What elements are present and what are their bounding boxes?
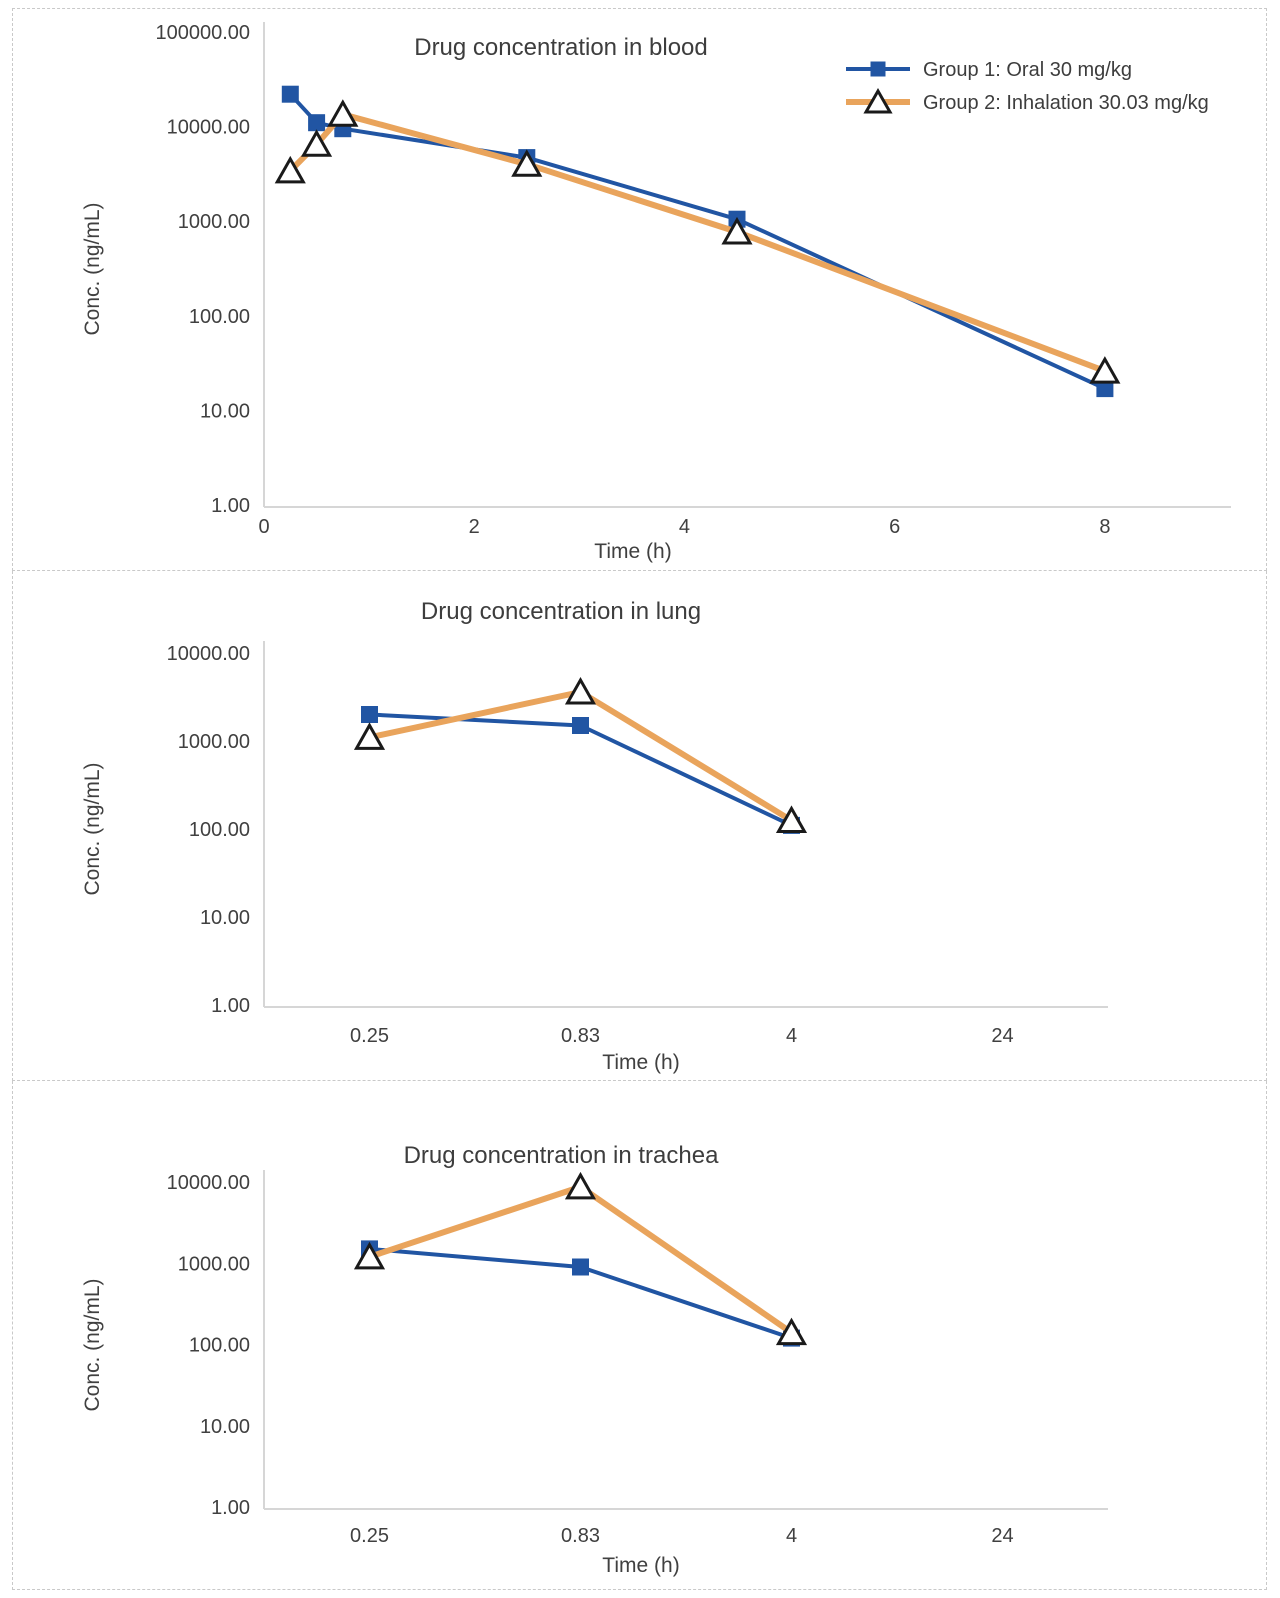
square-marker <box>870 61 886 77</box>
y-tick-label: 1000.00 <box>178 731 250 753</box>
triangle-marker <box>511 149 543 177</box>
x-tick-label: 4 <box>679 516 690 538</box>
x-tick-label: 0.83 <box>561 1025 600 1047</box>
y-tick-label: 100.00 <box>189 1335 250 1357</box>
y-tick-label: 1.00 <box>211 995 250 1017</box>
triangle-marker <box>353 1241 386 1270</box>
chart-title: Drug concentration in blood <box>414 34 708 61</box>
lung-concentration-chart: 10000.00 1000.00 100.00 10.00 1.00 0.25 0.83 4 2… <box>81 598 1108 1074</box>
triangle-marker <box>721 216 753 245</box>
x-tick-label: 0 <box>258 516 269 538</box>
y-axis-label: Conc. (ng/mL) <box>81 1278 104 1411</box>
group1-line <box>288 92 1106 391</box>
y-tick-label: 1000.00 <box>178 1253 250 1275</box>
triangle-marker <box>863 87 893 114</box>
x-tick-label: 2 <box>469 516 480 538</box>
x-tick-label: 24 <box>991 1025 1013 1047</box>
y-tick-label: 100.00 <box>189 306 250 328</box>
square-marker <box>1096 380 1114 398</box>
triangle-marker <box>1089 356 1121 384</box>
square-marker <box>361 706 378 723</box>
y-tick-label: 10.00 <box>200 1416 250 1438</box>
square-marker <box>572 717 589 734</box>
y-tick-label: 1.00 <box>211 1497 250 1519</box>
y-tick-label: 100000.00 <box>155 22 250 44</box>
y-tick-label: 100.00 <box>189 819 250 841</box>
triangle-marker <box>775 805 808 833</box>
y-tick-label: 1000.00 <box>178 211 250 233</box>
y-tick-label: 10000.00 <box>167 643 250 665</box>
chart-title: Drug concentration in trachea <box>404 1142 720 1169</box>
x-tick-label: 0.83 <box>561 1525 600 1547</box>
blood-concentration-chart: 100000.00 10000.00 1000.00 100.00 10.00 1.00 0… <box>81 22 1231 563</box>
chart-panel-trachea: 10000.00 1000.00 100.00 10.00 1.00 0.25 0.83 4 2… <box>12 1081 1267 1590</box>
x-tick-label: 8 <box>1099 516 1110 538</box>
x-axis-label: Time (h) <box>602 1554 679 1577</box>
triangle-marker <box>274 155 306 184</box>
legend-label: Group 1: Oral 30 mg/kg <box>923 59 1132 81</box>
triangle-marker <box>564 676 597 705</box>
x-tick-label: 24 <box>991 1525 1013 1547</box>
y-tick-label: 10.00 <box>200 907 250 929</box>
x-tick-label: 4 <box>786 1525 797 1547</box>
chart-panel-blood: 100000.00 10000.00 1000.00 100.00 10.00 1.00 0… <box>12 8 1267 571</box>
group2-line <box>368 689 794 824</box>
x-axis-label: Time (h) <box>602 1051 679 1074</box>
chart-panel-lung: 10000.00 1000.00 100.00 10.00 1.00 0.25 0.83 4 2… <box>12 571 1267 1081</box>
triangle-marker <box>300 129 333 157</box>
legend-label: Group 2: Inhalation 30.03 mg/kg <box>923 92 1209 114</box>
x-tick-label: 0.25 <box>350 1025 389 1047</box>
x-tick-label: 4 <box>786 1025 797 1047</box>
square-marker <box>572 1258 589 1276</box>
trachea-concentration-chart: 10000.00 1000.00 100.00 10.00 1.00 0.25 0.83 4 2… <box>81 1142 1108 1577</box>
y-tick-label: 10000.00 <box>167 117 250 139</box>
square-marker <box>308 114 326 132</box>
triangle-marker <box>775 1317 808 1346</box>
square-marker <box>281 85 299 103</box>
chart-title: Drug concentration in lung <box>421 598 701 625</box>
x-tick-label: 6 <box>889 516 900 538</box>
y-tick-label: 10.00 <box>200 400 250 422</box>
x-axis-label: Time (h) <box>594 540 671 563</box>
x-tick-label: 0.25 <box>350 1525 389 1547</box>
triangle-marker <box>353 722 386 750</box>
y-tick-label: 1.00 <box>211 495 250 517</box>
y-axis-label: Conc. (ng/mL) <box>81 762 104 895</box>
y-tick-label: 10000.00 <box>167 1172 250 1194</box>
triangle-marker <box>564 1171 597 1200</box>
triangle-marker <box>327 99 359 127</box>
y-axis-label: Conc. (ng/mL) <box>81 202 104 335</box>
